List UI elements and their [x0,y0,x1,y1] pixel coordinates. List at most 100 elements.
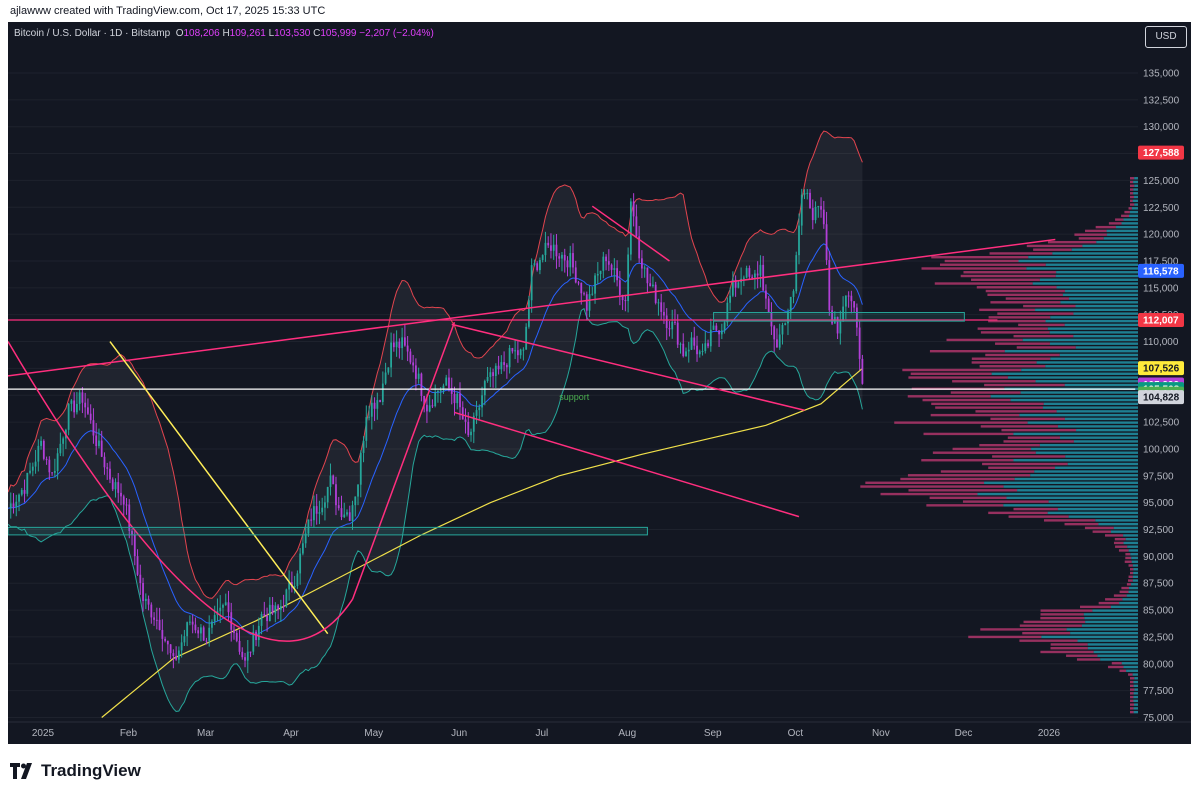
candle-body [778,334,781,348]
candle-body [390,342,392,368]
volume-profile-sell-bar [1130,203,1135,206]
candle-body [839,320,842,334]
volume-profile-buy-bar [990,395,1138,398]
volume-profile-sell-bar [1130,684,1134,688]
volume-profile-sell-bar [1113,541,1124,545]
volume-profile-buy-bar [1132,199,1138,203]
currency-button[interactable]: USD [1145,26,1187,48]
volume-profile-sell-bar [860,485,1004,488]
volume-profile-sell-bar [926,504,1004,507]
attribution-text: ajlawww created with TradingView.com, Oc… [10,5,326,17]
candle-body [676,322,679,345]
x-tick-label: Aug [618,728,636,739]
candle-body [142,582,144,602]
candle-body [139,574,142,583]
volume-profile-sell-bar [1040,613,1084,616]
y-tick-label: 97,500 [1143,471,1174,482]
chart-area[interactable]: support135,000132,500130,000127,500125,0… [8,22,1191,744]
volume-profile-sell-bar [1018,323,1065,327]
price-badge-label: 104,828 [1143,393,1180,404]
candle-body [166,640,169,645]
price-badge-bg [1138,390,1184,405]
volume-profile-buy-bar [1125,537,1138,541]
volume-profile-sell-bar [979,443,1040,447]
volume-profile-buy-bar [1047,327,1138,330]
candle-body [224,602,227,606]
candle-body [618,280,621,295]
volume-profile-sell-bar [1128,673,1133,676]
volume-profile-sell-bar [1128,579,1133,582]
candle-body [470,431,472,436]
volume-profile-sell-bar [992,455,1066,458]
candle-body [158,619,161,631]
candle-body [343,514,346,518]
candle-body [315,506,318,514]
candle-body [687,349,690,352]
candle-body [95,435,98,447]
candle-body [189,621,191,623]
candle-body [354,496,357,506]
candle-body [734,279,737,288]
volume-profile-sell-bar [1130,180,1134,184]
candle-body [9,503,12,509]
candle-body [850,295,853,302]
low-value: 103,530 [274,28,311,39]
tradingview-logo[interactable]: TradingView [10,761,141,781]
volume-profile-sell-bar [1113,594,1127,597]
candle-body [602,256,605,271]
volume-profile-buy-bar [1014,477,1138,481]
candle-body [219,607,222,612]
volume-profile-sell-bar [988,511,1048,515]
symbol-name: Bitcoin / U.S. Dollar · 1D · Bitstamp [14,28,171,39]
candle-body [147,598,150,605]
candle-body [789,296,792,312]
volume-profile-buy-bar [1134,677,1138,680]
volume-profile-buy-bar [1059,436,1138,439]
candle-body [370,402,373,417]
x-tick-label: Oct [788,728,804,739]
candle-body [37,445,40,462]
candle-body [472,415,475,432]
candle-body [420,373,423,396]
candle-body [787,311,789,324]
candle-body [230,612,233,630]
volume-profile-buy-bar [1056,271,1138,274]
volume-profile-buy-bar [1133,192,1138,195]
volume-profile-sell-bar [1050,643,1088,646]
candle-body [607,261,610,265]
volume-profile-sell-bar [1040,650,1094,654]
candle-body [56,453,59,471]
candle-body [814,206,817,221]
y-tick-label: 90,000 [1143,552,1174,563]
x-tick-label: Dec [955,728,973,739]
candle-body [257,625,260,641]
candle-body [153,617,155,620]
candle-body [271,604,274,614]
candle-body [481,395,483,408]
candle-body [73,400,76,413]
candle-body [701,350,704,352]
y-tick-label: 85,000 [1143,606,1174,617]
candle-body [522,349,525,351]
tradingview-logo-icon [10,763,32,779]
volume-profile-sell-bar [1076,658,1101,661]
x-tick-label: Feb [120,728,138,739]
volume-profile-sell-bar [923,432,1014,436]
volume-profile-sell-bar [1128,575,1133,578]
candle-body [76,403,78,413]
volume-profile-buy-bar [1020,391,1138,394]
candle-body [588,294,591,311]
high-value: 109,261 [229,28,266,39]
candle-body [246,651,249,661]
volume-profile-sell-bar [1019,639,1078,642]
candle-body [641,258,643,269]
price-chart[interactable]: support135,000132,500130,000127,500125,0… [8,22,1191,744]
y-tick-label: 77,500 [1143,686,1174,697]
volume-profile-sell-bar [976,286,1057,289]
x-tick-label: Jun [451,728,467,739]
volume-profile-sell-bar [1008,515,1069,518]
volume-profile-buy-bar [1106,233,1138,236]
price-badge-bg [1138,361,1184,376]
candle-body [114,482,117,490]
candle-body [445,377,448,386]
